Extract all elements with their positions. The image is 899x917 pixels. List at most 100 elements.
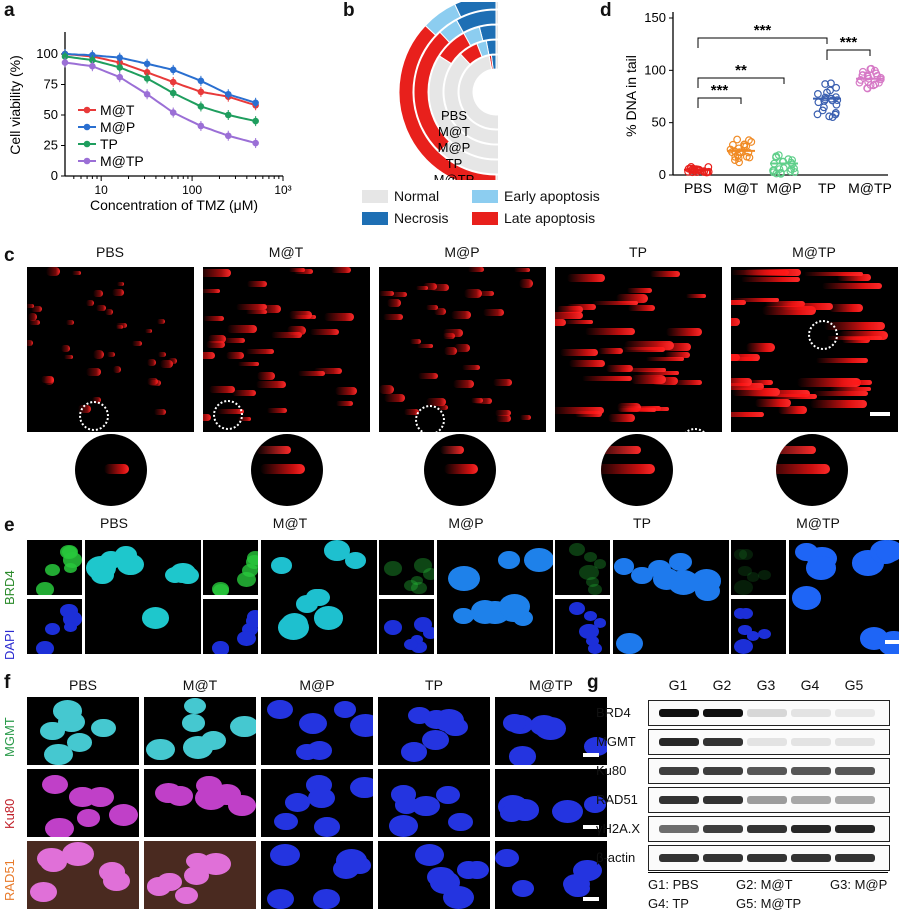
f-image-MGMT-M@T [144,697,256,765]
comet [830,387,872,392]
brd4-if-panel: BRD4 DAPI PBS M@T M@P TP M@TP [0,515,899,660]
f-image-MGMT-TP [378,697,490,765]
a-data-point [252,99,259,107]
nucleus [64,621,78,632]
nucleus [269,843,300,867]
g-key-item: G5: M@TP [736,896,802,911]
a-series-line-M@T [64,53,256,107]
comet [226,324,257,334]
nucleus [738,565,752,577]
e-dapi-image-M@T [203,599,258,654]
scale-bar [885,640,899,644]
d-y-tick-label: 0 [659,167,666,182]
nucleus [175,887,198,905]
comet [829,303,863,313]
comet [563,319,594,325]
d-data-point [825,112,834,121]
legend-swatch-late [472,212,498,225]
d-data-point [772,153,780,162]
c-group-label: M@P [444,244,480,260]
nucleus [410,581,427,595]
comet [585,328,635,335]
nucleus [433,709,464,732]
b-ring-label: TP [446,156,463,171]
nucleus [145,738,175,761]
comet [287,326,307,335]
comet [731,300,747,306]
g-band [659,796,699,804]
scale-bar [583,897,599,901]
nucleus [39,851,67,872]
nucleus [739,548,754,560]
f-group-label: M@P [299,677,335,693]
e-group-label: TP [633,515,651,531]
comet [605,365,634,372]
nucleus [502,714,527,732]
nucleus [266,888,294,909]
nucleus [579,564,599,581]
nucleus [213,784,242,806]
comet [259,304,281,313]
comet [443,347,458,355]
nucleus [758,628,772,640]
comet [493,379,512,387]
comet [514,267,531,273]
comet [781,302,834,311]
comet [495,410,512,417]
legend-swatch-normal [362,190,388,203]
comet [436,405,449,410]
nucleus [415,844,445,867]
nucleus [306,741,332,760]
d-y-tick-label: 50 [652,115,666,130]
nucleus [594,618,607,628]
comet [463,288,483,298]
comet [157,318,166,324]
comet-image-M@T [203,267,370,432]
comet [270,331,302,339]
scale-bar [870,412,890,416]
d-data-point [742,142,751,151]
comet [330,267,352,273]
nucleus [91,718,116,738]
nucleus [383,561,402,576]
nucleus [495,849,519,867]
nucleus [274,812,298,831]
comet [496,414,512,423]
nucleus [266,699,293,720]
nucleus [401,742,428,762]
comet [225,351,245,359]
comet [63,354,74,360]
nucleus [758,569,772,581]
d-data-point [776,168,785,177]
comet [231,389,257,396]
zoom-comet [103,464,129,474]
comet [731,411,765,417]
nucleus [613,558,635,575]
comet [672,380,702,385]
g-key-item: G1: PBS [648,877,699,892]
g-band [791,767,831,775]
d-sig-bracket [826,49,871,60]
comet [293,269,314,274]
nucleus [422,567,434,581]
a-data-point [143,69,151,76]
d-data-point [820,96,829,105]
nucleus [43,743,73,765]
nucleus [510,799,540,821]
d-data-point [733,135,742,144]
d-x-tick-label: PBS [684,180,712,196]
comet [731,318,741,326]
nucleus [313,888,341,909]
scale-bar [583,753,599,757]
comet [557,305,584,314]
legend-early: Early apoptosis [504,188,600,204]
e-group-label: M@T [272,515,308,531]
comet [417,343,433,348]
g-protein-label: MGMT [596,734,636,749]
scale-bar [583,825,599,829]
comet-zoom-TP [601,434,673,506]
nucleus [529,715,559,737]
comet [246,280,267,288]
comet [387,298,402,307]
comet [474,397,492,404]
